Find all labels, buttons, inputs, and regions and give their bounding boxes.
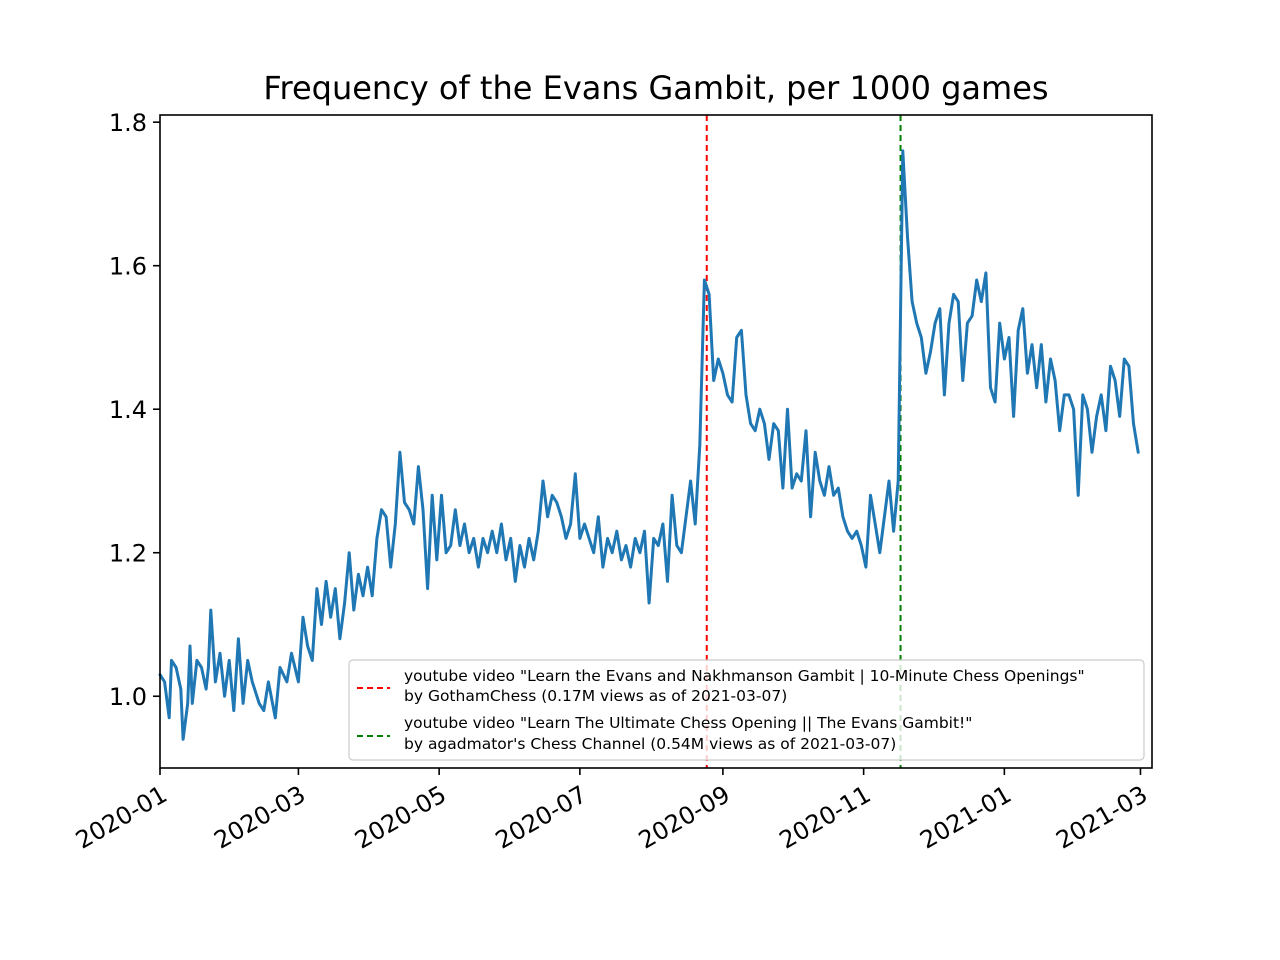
- legend: youtube video "Learn the Evans and Nakhm…: [348, 659, 1145, 761]
- legend-entry-2-line2: by agadmator's Chess Channel (0.54M view…: [404, 735, 896, 753]
- series-line-1: [158, 149, 1140, 741]
- axes-frame: [159, 114, 1153, 769]
- chart-title: Frequency of the Evans Gambit, per 1000 …: [263, 69, 1048, 107]
- y-tick-label: 1.4: [109, 396, 147, 424]
- y-tick-label: 1.2: [109, 540, 147, 568]
- y-tick-label: 1.8: [109, 109, 147, 137]
- legend-entry-1-line1: youtube video "Learn the Evans and Nakhm…: [404, 667, 1085, 685]
- legend-entry-2-line1: youtube video "Learn The Ultimate Chess …: [404, 714, 972, 732]
- y-tick-label: 1.0: [109, 683, 147, 711]
- legend-entry-1-line2: by GothamChess (0.17M views as of 2021-0…: [404, 687, 787, 705]
- legend-frame: [348, 659, 1145, 761]
- y-axis: 1.0 1.2 1.4 1.6 1.8: [109, 109, 160, 711]
- y-tick-label: 1.6: [109, 253, 147, 281]
- plot-area: [158, 115, 1140, 768]
